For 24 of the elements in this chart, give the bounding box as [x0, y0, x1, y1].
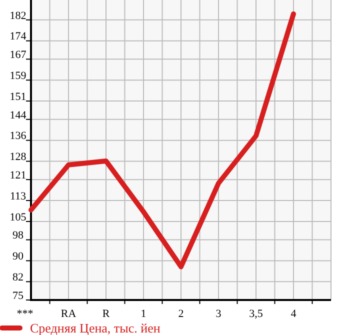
x-tick-label: *** [16, 308, 34, 320]
x-tick-label: 1 [140, 308, 146, 320]
y-tick-label: 98 [12, 230, 24, 242]
y-tick-label: 182 [10, 10, 26, 22]
x-tick-label: R [102, 308, 110, 320]
y-tick-label: 167 [10, 49, 27, 62]
legend-label: Средняя Цена, тыс. йен [30, 320, 160, 335]
y-tick-label: 128 [10, 151, 27, 164]
x-tick-label: 3,5 [249, 308, 264, 320]
x-tick-label: 4 [290, 308, 297, 320]
x-tick-label: 2 [178, 308, 184, 320]
y-tick-label: 82 [12, 272, 24, 284]
y-tick-label: 151 [10, 90, 26, 103]
y-tick-label: 121 [10, 169, 26, 182]
y-tick-label: 90 [12, 250, 24, 263]
x-tick-label: RA [60, 308, 76, 320]
y-tick-label: 75 [12, 290, 24, 302]
y-tick-label: 144 [10, 109, 27, 122]
y-tick-label: 159 [10, 70, 27, 82]
y-tick-label: 105 [10, 211, 27, 224]
y-tick-label: 113 [10, 190, 27, 202]
x-tick-label: 3 [216, 308, 222, 320]
y-tick-label: 174 [10, 30, 27, 43]
y-tick-label: 136 [10, 130, 27, 142]
